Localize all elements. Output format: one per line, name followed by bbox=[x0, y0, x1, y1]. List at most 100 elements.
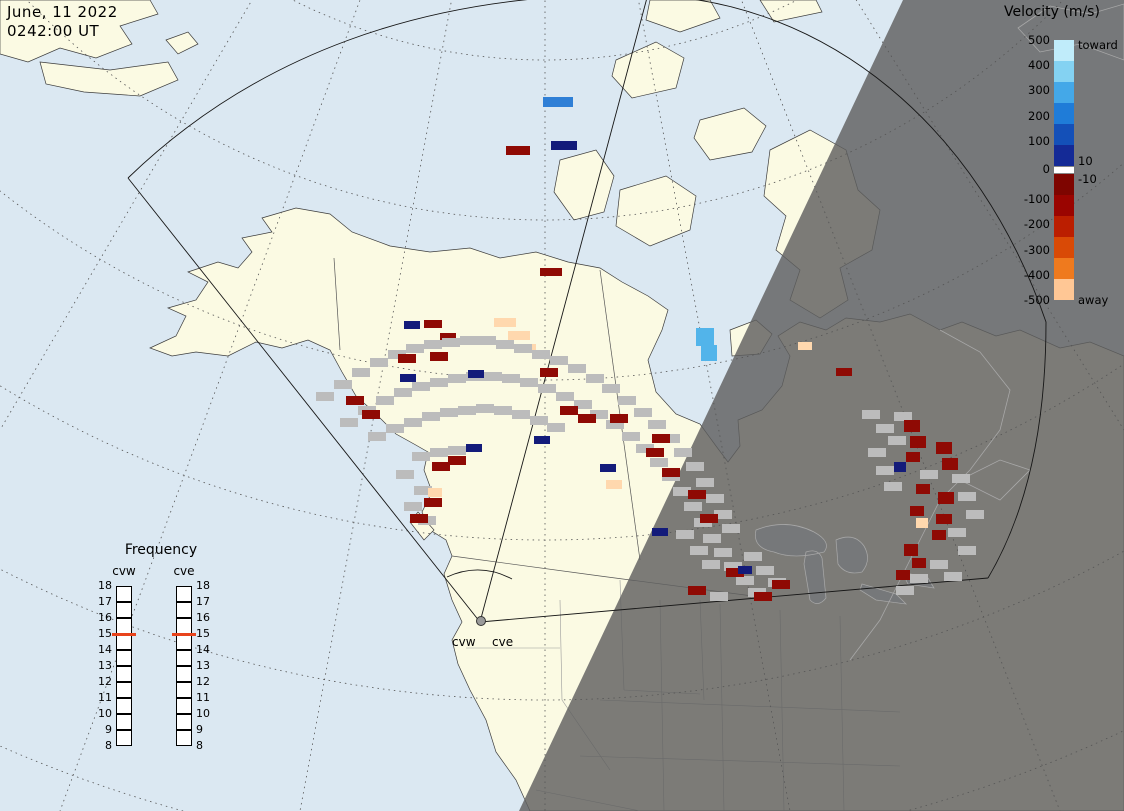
velocity-cell bbox=[600, 464, 616, 472]
radar-fov-fan bbox=[127, 0, 1047, 623]
velocity-cell bbox=[512, 410, 530, 419]
frequency-tick-label: 11 bbox=[196, 691, 210, 704]
velocity-cell bbox=[714, 548, 732, 557]
velocity-cell bbox=[508, 331, 530, 340]
velocity-cell bbox=[568, 364, 586, 373]
velocity-cell bbox=[448, 456, 466, 465]
velocity-cell bbox=[662, 434, 680, 443]
frequency-marker bbox=[172, 633, 196, 636]
velocity-cell bbox=[910, 506, 924, 516]
velocity-cell bbox=[551, 141, 577, 150]
fov-divider bbox=[479, 0, 647, 623]
velocity-cell bbox=[410, 514, 428, 523]
velocity-cell bbox=[530, 416, 548, 425]
velocity-cell bbox=[430, 352, 448, 361]
velocity-cell bbox=[930, 560, 948, 569]
velocity-cell bbox=[618, 396, 636, 405]
frequency-tick-label: 18 bbox=[196, 579, 210, 592]
velocity-cell bbox=[520, 378, 538, 387]
velocity-cell bbox=[406, 344, 424, 353]
siberia-island bbox=[165, 31, 199, 55]
velocity-cell bbox=[738, 566, 752, 574]
colorbar-gradient bbox=[1054, 40, 1074, 300]
colorbar-toward-segment bbox=[1054, 61, 1074, 82]
radar-label-cvw: cvw bbox=[452, 635, 476, 649]
velocity-cell bbox=[352, 368, 370, 377]
velocity-cell bbox=[904, 544, 918, 556]
colorbar-tick-label: 300 bbox=[1028, 83, 1050, 98]
velocity-cell bbox=[376, 396, 394, 405]
velocity-cell bbox=[424, 498, 442, 507]
velocity-cell bbox=[574, 400, 592, 409]
velocity-cell bbox=[316, 392, 334, 401]
frequency-box bbox=[116, 730, 132, 746]
velocity-cell bbox=[714, 510, 732, 519]
frequency-tick-label: 8 bbox=[105, 739, 112, 752]
neg-threshold-label: -10 bbox=[1078, 172, 1097, 186]
velocity-cell bbox=[388, 350, 406, 359]
siberia-land-2 bbox=[39, 61, 179, 97]
velocity-cell bbox=[916, 484, 930, 494]
frequency-tick-label: 18 bbox=[98, 579, 112, 592]
velocity-cell bbox=[502, 374, 520, 383]
velocity-cell bbox=[422, 412, 440, 421]
velocity-cell bbox=[684, 502, 702, 511]
frequency-box bbox=[176, 602, 192, 618]
velocity-cell bbox=[606, 420, 624, 429]
velocity-cell bbox=[896, 586, 914, 595]
velocity-cell bbox=[710, 592, 728, 601]
velocity-cell bbox=[442, 338, 460, 347]
velocity-cell bbox=[650, 458, 668, 467]
velocity-cell bbox=[942, 458, 958, 470]
velocity-cell bbox=[673, 487, 691, 496]
colorbar-tick-label: 400 bbox=[1028, 58, 1050, 73]
colorbar-toward-segment bbox=[1054, 145, 1074, 166]
velocity-cell bbox=[396, 470, 414, 479]
atlantic-coast bbox=[849, 329, 1011, 661]
velocity-cell bbox=[432, 462, 450, 471]
velocity-cell bbox=[662, 468, 680, 477]
velocity-cell bbox=[506, 146, 530, 155]
velocity-cell bbox=[440, 333, 456, 341]
velocity-cell bbox=[590, 410, 608, 419]
velocity-cell bbox=[578, 414, 596, 423]
colorbar-toward-segment bbox=[1054, 40, 1074, 61]
velocity-cell bbox=[340, 418, 358, 427]
frequency-tick-label: 13 bbox=[98, 659, 112, 672]
velocity-cell bbox=[404, 502, 422, 511]
colorbar-title: Velocity (m/s) bbox=[1004, 4, 1100, 20]
frequency-tick-label: 16 bbox=[98, 611, 112, 624]
velocity-cell bbox=[702, 560, 720, 569]
frequency-box bbox=[176, 730, 192, 746]
colorbar-away-segment bbox=[1054, 237, 1074, 258]
velocity-cell bbox=[696, 328, 714, 346]
velocity-cell bbox=[404, 321, 420, 329]
frequency-tick-label: 12 bbox=[98, 675, 112, 688]
velocity-cell bbox=[602, 384, 620, 393]
frequency-box bbox=[176, 682, 192, 698]
frequency-tick-label: 17 bbox=[196, 595, 210, 608]
frequency-box bbox=[176, 650, 192, 666]
frequency-box bbox=[176, 634, 192, 650]
velocity-cell bbox=[932, 530, 946, 540]
colorbar-tick-label: 500 bbox=[1028, 33, 1050, 47]
velocity-cell bbox=[556, 392, 574, 401]
greenland-coast bbox=[1017, 3, 1124, 61]
arctic-island-top-2 bbox=[759, 0, 823, 23]
colorbar-away-segment bbox=[1054, 195, 1074, 216]
velocity-cell bbox=[936, 514, 952, 524]
frequency-marker bbox=[112, 633, 136, 636]
frequency-box bbox=[116, 714, 132, 730]
victoria-island bbox=[615, 175, 697, 247]
frequency-box bbox=[116, 602, 132, 618]
time-text: 0242:00 UT bbox=[7, 21, 100, 40]
velocity-cell bbox=[412, 382, 430, 391]
banks-island bbox=[553, 149, 615, 221]
velocity-cell bbox=[686, 462, 704, 471]
velocity-colorbar: Velocity (m/s) 500 400 300 200 100 0 -100 -200 -… bbox=[998, 2, 1124, 342]
frequency-box bbox=[116, 634, 132, 650]
radar-site-marker bbox=[476, 616, 486, 626]
velocity-cell bbox=[754, 592, 772, 601]
velocity-cell bbox=[836, 368, 852, 376]
